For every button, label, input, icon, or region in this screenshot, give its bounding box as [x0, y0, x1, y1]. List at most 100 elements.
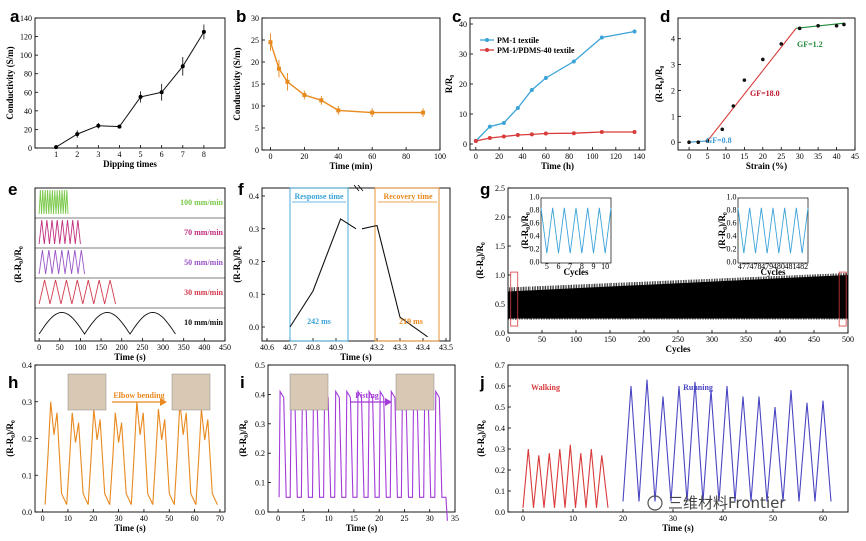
- y-tick-label-a: 0: [28, 144, 32, 153]
- x-tick-label-j: 10: [569, 514, 577, 523]
- trace-e-3: [38, 279, 116, 305]
- y-tick-label-j: 0.0: [495, 508, 505, 517]
- panel-letter-e: e: [8, 180, 17, 199]
- response-band-f: [289, 187, 349, 342]
- inset-1-g-y-tick: 0.8: [530, 206, 540, 215]
- data-point-a: [180, 64, 185, 69]
- x-tick-label-b: 40: [334, 152, 342, 161]
- data-point-c-1: [543, 131, 548, 136]
- data-point-a: [96, 123, 101, 128]
- data-point-c-1: [473, 139, 478, 143]
- inset-1-g-frame: [540, 197, 612, 264]
- inset-1-g-x-tick: 8: [580, 262, 584, 271]
- y-tick-label-j: 0.5: [495, 403, 505, 412]
- x-tick-label-c: 20: [495, 152, 503, 161]
- y-tick-label-a: 100: [20, 51, 32, 60]
- inset-2-g-y-tick: 0.8: [727, 206, 737, 215]
- x-tick-label-c: 100: [587, 152, 599, 161]
- x-tick-label-a: 8: [202, 150, 206, 159]
- x-tick-label-g: 150: [604, 335, 616, 344]
- x-axis-label-f: Time (s): [340, 352, 372, 362]
- x-tick-label-e: 300: [157, 343, 169, 352]
- y-tick-label-h: 0.1: [22, 471, 32, 480]
- x-tick-label-j: 50: [769, 514, 777, 523]
- y-tick-label-i: 0.5: [255, 361, 265, 370]
- watermark-text: 三维材料Frontier: [668, 494, 786, 512]
- x-tick-label-e: 250: [136, 343, 148, 352]
- plot-frame-j: [507, 364, 849, 513]
- highlight-end-g: [838, 271, 847, 327]
- data-point-d: [834, 23, 839, 28]
- data-point-b: [268, 40, 273, 45]
- y-tick-label-f: 0.3: [249, 225, 259, 234]
- inset-1-g-x-tick: 9: [592, 262, 596, 271]
- trace-label-e-4: 10 mm/min: [184, 318, 223, 327]
- x-tick-label-a: 7: [181, 150, 185, 159]
- panel-letter-g: g: [480, 180, 490, 199]
- y-tick-label-f: 0.1: [249, 290, 259, 299]
- x-tick-label-d: 35: [814, 152, 822, 161]
- x-tick-label-f: 40.7: [283, 343, 297, 352]
- inset-2-g-x-tick: 478: [750, 262, 762, 271]
- series-line-f-1: [289, 218, 357, 328]
- y-tick-label-h: 0.2: [22, 435, 32, 444]
- y-axis-label-j: (R-R₀)/R₀: [476, 420, 486, 457]
- y-tick-label-c: 20: [459, 80, 467, 89]
- x-tick-label-h: 50: [165, 514, 173, 523]
- fit-line-d-2: [795, 22, 844, 29]
- fit-label-d-0: GF=0.8: [706, 136, 732, 145]
- x-tick-label-e: 100: [74, 343, 86, 352]
- data-point-d: [842, 22, 846, 27]
- plot-frame-b: [261, 17, 441, 151]
- trace-e-1: [38, 219, 81, 245]
- x-tick-label-d: 25: [777, 152, 785, 161]
- legend-label-c-0: PM-1 textile: [497, 36, 539, 45]
- x-tick-label-h: 20: [89, 514, 97, 523]
- x-axis-label-d: Strain (%): [746, 161, 787, 171]
- x-tick-label-a: 3: [96, 150, 100, 159]
- y-tick-label-i: 0.1: [255, 479, 265, 488]
- x-axis-label-g: Cycles: [666, 344, 691, 354]
- x-axis-label-h: Time (s): [114, 523, 146, 533]
- x-tick-label-a: 6: [160, 150, 164, 159]
- x-tick-label-e: 0: [37, 343, 41, 352]
- y-tick-label-c: 10: [459, 110, 467, 119]
- data-point-b: [336, 108, 341, 113]
- y-tick-label-f: 0.0: [249, 323, 259, 332]
- y-tick-label-b: 30: [251, 14, 259, 23]
- x-tick-label-h: 60: [191, 514, 199, 523]
- inset-1-g-x-tick: 10: [601, 262, 609, 271]
- fisting-trace-i: [278, 389, 448, 521]
- x-tick-label-j: 0: [521, 514, 525, 523]
- plot-frame-d: [677, 17, 856, 151]
- inset-1-g-trace: [540, 207, 612, 254]
- x-tick-label-c: 0: [474, 152, 478, 161]
- x-tick-label-e: 450: [219, 343, 231, 352]
- trace-label-e-1: 70 mm/min: [184, 228, 223, 237]
- y-tick-label-a: 140: [20, 14, 32, 23]
- series-label-j-0: Walking: [531, 383, 560, 392]
- panel-letter-j: j: [479, 373, 485, 392]
- y-tick-label-g: 0.0: [495, 329, 505, 338]
- data-point-c-0: [529, 88, 534, 92]
- y-tick-label-g: 1.5: [495, 242, 505, 251]
- x-tick-label-d: 0: [687, 152, 691, 161]
- data-point-c-0: [543, 76, 548, 80]
- x-tick-label-i: 35: [451, 514, 459, 523]
- data-point-c-0: [501, 121, 506, 125]
- x-tick-label-a: 2: [75, 150, 79, 159]
- inset-1-g-y-tick: 0.0: [530, 258, 540, 267]
- photo-hand-fist: [395, 373, 435, 411]
- data-point-c-1: [515, 133, 520, 137]
- trace-e-4: [38, 311, 176, 335]
- x-tick-label-h: 30: [115, 514, 123, 523]
- walking-trace-j: [522, 444, 609, 508]
- y-tick-label-j: 0.3: [495, 445, 505, 454]
- y-axis-label-b: Conductivity (S/m): [232, 47, 242, 120]
- x-tick-label-g: 500: [842, 335, 854, 344]
- data-point-a: [75, 132, 80, 137]
- y-tick-label-h: 0.0: [22, 508, 32, 517]
- legend-marker-c-0: [485, 38, 489, 42]
- x-tick-label-b: 20: [300, 152, 308, 161]
- x-tick-label-g: 350: [740, 335, 752, 344]
